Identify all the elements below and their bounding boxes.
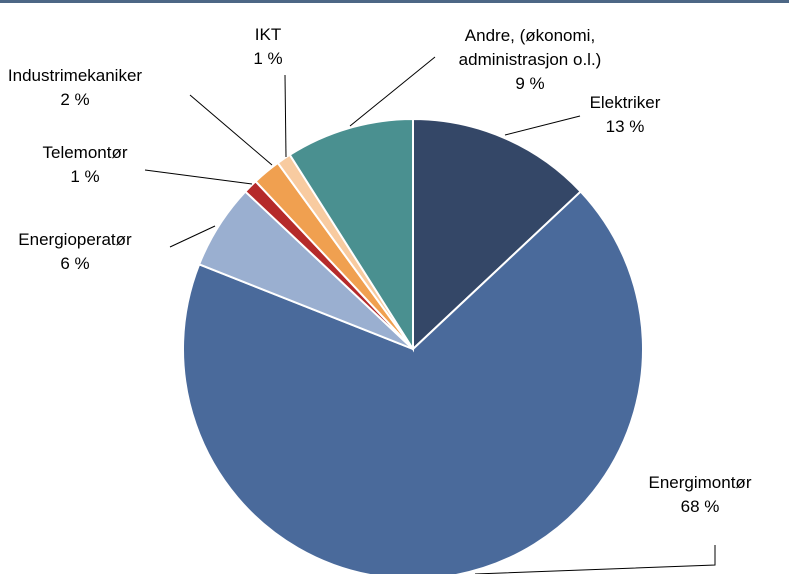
leader-line [284,74,287,158]
category-label: IKT [254,25,282,44]
category-label: Energioperatør [18,230,132,249]
value-label: 1 % [70,167,100,186]
leader-line [169,225,216,248]
category-label: Industrimekaniker [7,66,143,85]
slice-label: Elektriker 13 % [530,91,720,139]
value-label: 9 % [515,74,545,93]
value-label: 68 % [680,497,720,516]
leader-line [474,545,716,574]
category-label: Energimontør [648,473,752,492]
value-label: 1 % [253,49,283,68]
leader-line [349,56,436,127]
slice-label: Energimontør 68 % [605,471,789,519]
value-label: 13 % [605,117,645,136]
slice-label: Andre, (økonomi, administrasjon o.l.) 9 % [435,24,625,96]
slice-label: Telemontør 1 % [0,141,180,189]
leader-line [504,115,581,136]
pie-slice [412,117,583,352]
value-label: 6 % [60,254,90,273]
category-label: Elektriker [589,93,661,112]
slice-label: IKT 1 % [173,23,363,71]
leader-line [144,169,253,185]
category-label: Telemontør [42,143,128,162]
top-rule [0,0,789,3]
slice-label: Energioperatør 6 % [0,228,170,276]
leader-line [189,94,273,166]
pie-slice [288,117,414,353]
slice-label: Industrimekaniker 2 % [0,64,170,112]
pie-slice [182,190,644,574]
category-label: Andre, (økonomi, administrasjon o.l.) [458,26,602,69]
value-label: 2 % [60,90,90,109]
